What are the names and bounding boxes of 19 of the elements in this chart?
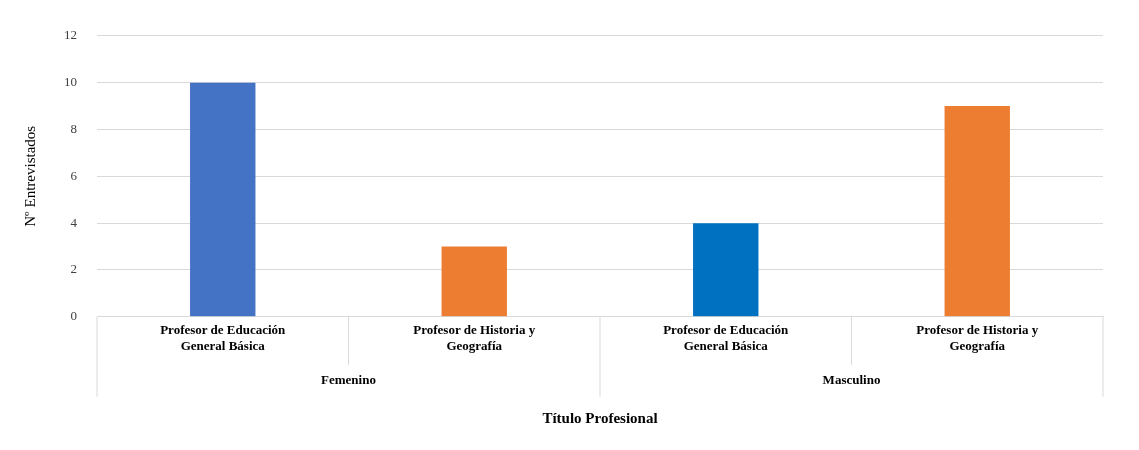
- y-tick-label: 0: [70, 308, 77, 324]
- text: Femenino: [321, 372, 376, 388]
- y-tick-label: 4: [70, 214, 78, 230]
- bar: [441, 246, 507, 317]
- x-tick-label: Profesor de Historia y Geografía: [413, 321, 536, 353]
- x-tick-label: Profesor de Educación General Básica: [160, 321, 287, 353]
- text: Masculino: [822, 372, 881, 388]
- y-tick-label: 6: [70, 167, 78, 183]
- y-axis-title: Nº Entrevistados: [21, 125, 38, 227]
- y-tick-label: 12: [64, 27, 77, 43]
- y-tick-label: 2: [70, 261, 77, 277]
- bar: [190, 82, 256, 317]
- bar: [944, 106, 1010, 317]
- y-tick-label: 10: [64, 74, 77, 90]
- bar: [693, 223, 759, 317]
- x-axis-title: Título Profesional: [542, 409, 658, 426]
- y-tick-label: 8: [70, 120, 77, 136]
- x-tick-label: Profesor de Historia y Geografía: [916, 321, 1039, 353]
- x-tick-label: Profesor de Educación General Básica: [663, 321, 790, 353]
